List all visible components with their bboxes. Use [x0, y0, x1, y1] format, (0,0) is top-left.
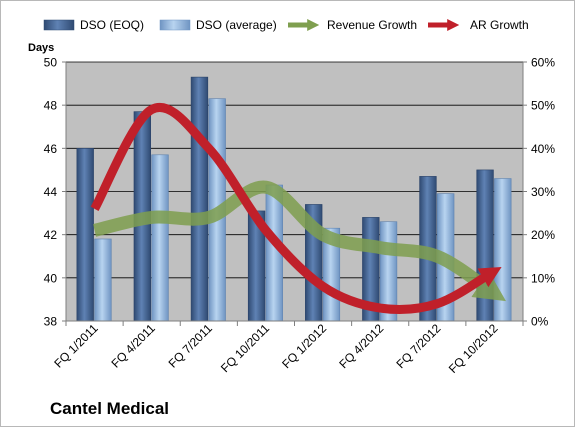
legend-item-dso-average: DSO (average): [159, 18, 277, 32]
company-name: Cantel Medical: [50, 399, 170, 418]
bar-dso-average-fq-1-2011: [94, 238, 112, 322]
y2-tick-label-30: 30%: [531, 185, 555, 199]
x-tick-label-fq-10-2012: FQ 10/2012: [446, 321, 501, 376]
y-axis-label: Days: [28, 42, 54, 54]
bar-dso-average-fq-4-2011: [151, 154, 169, 322]
bar-dso-eoq-fq-10-2012: [476, 169, 494, 322]
y-tick-label-44: 44: [44, 185, 58, 199]
legend-swatch-dso-average: [159, 19, 191, 31]
y2-tick-label-50: 50%: [531, 99, 555, 113]
bar-dso-eoq-fq-7-2011: [190, 76, 209, 322]
x-tick-label-fq-7-2011: FQ 7/2011: [166, 321, 216, 371]
y-tick-label-48: 48: [44, 99, 58, 113]
y-tick-label-38: 38: [44, 315, 58, 329]
line-ar-growth: [90, 103, 502, 314]
legend-item-ar-growth: AR Growth: [428, 18, 529, 32]
y2-tick-label-0: 0%: [531, 315, 549, 329]
y-tick-label-46: 46: [44, 142, 58, 156]
line-revenue-growth: [93, 180, 507, 302]
legend-label-ar-growth: AR Growth: [470, 18, 529, 32]
x-tick-label-fq-1-2011: FQ 1/2011: [51, 321, 101, 371]
x-tick-label-fq-10-2011: FQ 10/2011: [218, 321, 272, 375]
y2-tick-label-60: 60%: [531, 56, 555, 70]
legend: DSO (EOQ) DSO (average) Revenue Growth A…: [43, 18, 529, 32]
y2-tick-label-10: 10%: [531, 271, 555, 285]
y-tick-label-40: 40: [44, 271, 58, 285]
bar-dso-average-fq-10-2012: [494, 178, 512, 322]
legend-item-dso-eoq: DSO (EOQ): [43, 18, 144, 32]
legend-item-revenue-growth: Revenue Growth: [288, 18, 417, 32]
x-tick-label-fq-7-2012: FQ 7/2012: [393, 321, 443, 371]
legend-label-dso-average: DSO (average): [196, 18, 277, 32]
growth-lines: [90, 103, 507, 314]
legend-label-dso-eoq: DSO (EOQ): [80, 18, 144, 32]
y2-tick-label-40: 40%: [531, 142, 555, 156]
y2-tick-label-20: 20%: [531, 228, 555, 242]
x-tick-label-fq-4-2011: FQ 4/2011: [108, 321, 158, 371]
legend-label-revenue-growth: Revenue Growth: [327, 18, 417, 32]
bar-dso-eoq-fq-1-2011: [76, 148, 94, 322]
legend-swatch-dso-eoq: [43, 19, 75, 31]
x-tick-label-fq-1-2012: FQ 1/2012: [279, 321, 329, 371]
y-tick-label-42: 42: [44, 228, 58, 242]
x-tick-label-fq-4-2012: FQ 4/2012: [336, 321, 386, 371]
y-tick-label-50: 50: [44, 56, 58, 70]
